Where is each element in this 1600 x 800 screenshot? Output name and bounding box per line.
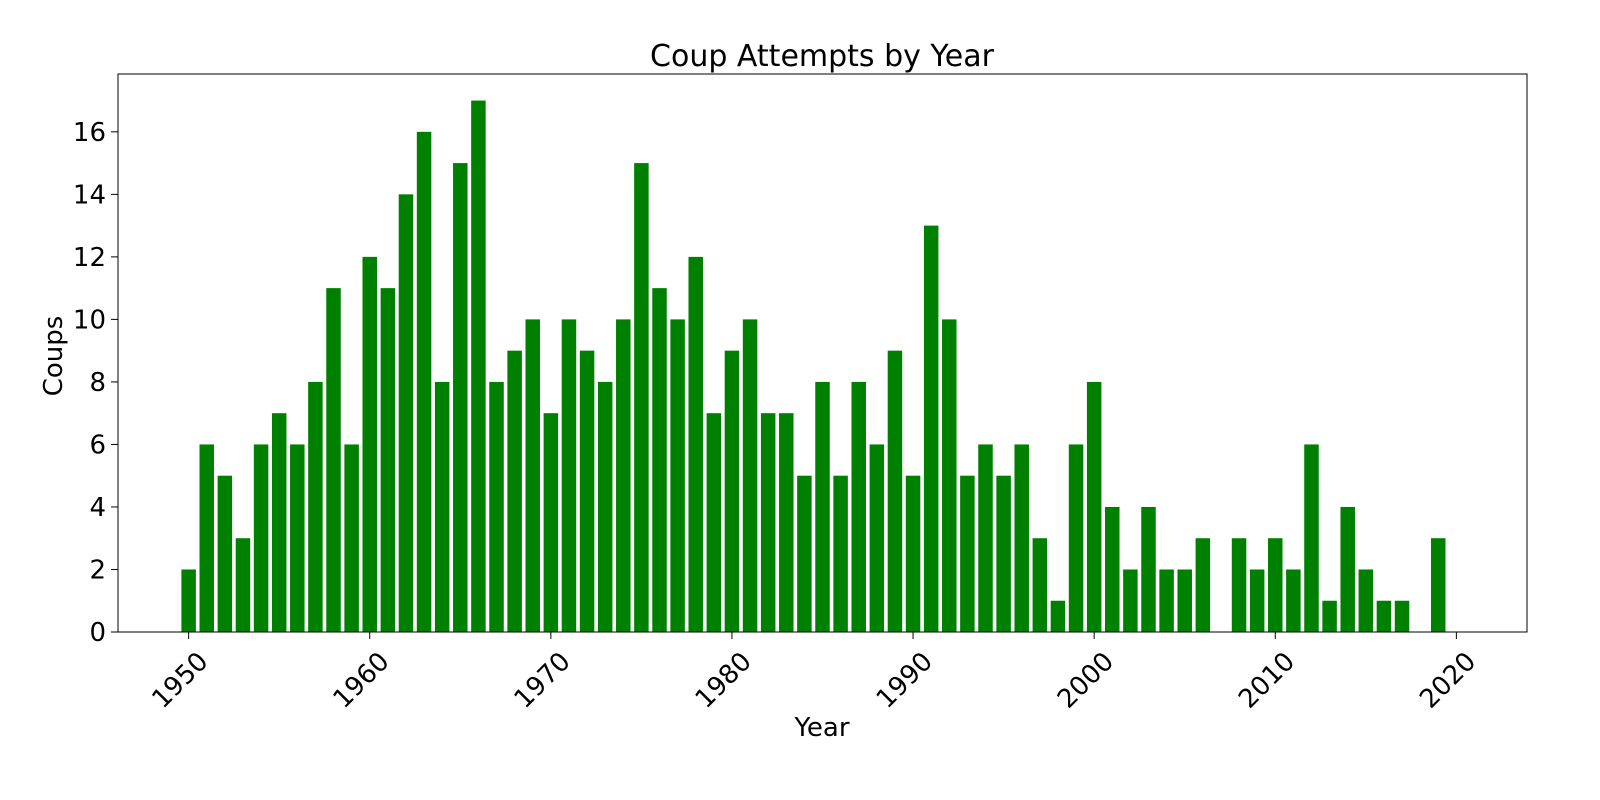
y-tick-label: 2 (89, 555, 106, 585)
bar-1988 (869, 444, 885, 632)
x-tick-label: 1980 (690, 647, 758, 715)
bar-1968 (507, 350, 522, 632)
bar-1976 (652, 288, 667, 632)
bar-2005 (1177, 569, 1192, 632)
x-axis: 1950 1960 1970 1980 1990 2000 2010 2020 (146, 632, 1482, 715)
bar-2011 (1286, 569, 1301, 632)
bar-1961 (380, 288, 396, 632)
y-tick-label: 16 (73, 118, 106, 148)
x-tick-label: 2010 (1233, 647, 1301, 715)
y-tick-label: 14 (73, 180, 106, 210)
bar-2009 (1249, 569, 1265, 632)
bar-1982 (760, 413, 776, 632)
bar-1953 (235, 538, 251, 632)
y-tick-label: 0 (89, 618, 106, 648)
bar-1984 (797, 475, 812, 632)
bar-2017 (1394, 600, 1410, 632)
bar-1956 (290, 444, 305, 632)
y-axis-label: Coups (39, 316, 69, 397)
y-tick-label: 6 (89, 430, 106, 460)
bar-1967 (489, 381, 504, 632)
bar-1980 (724, 350, 740, 632)
plot-area-frame (117, 73, 1528, 633)
bar-1964 (434, 381, 450, 632)
bar-1999 (1068, 444, 1084, 632)
bar-1966 (471, 100, 486, 632)
y-tick-label: 12 (73, 243, 106, 273)
bar-1985 (815, 381, 830, 632)
y-tick-label: 10 (73, 305, 106, 335)
bar-1995 (996, 475, 1011, 632)
bar-1983 (779, 413, 794, 632)
x-tick-label: 1950 (146, 647, 214, 715)
bar-2016 (1376, 600, 1392, 632)
y-axis: 0 2 4 6 8 10 12 14 16 (73, 118, 118, 648)
x-tick-label: 1970 (509, 647, 577, 715)
bar-2006 (1195, 538, 1211, 632)
bar-1992 (942, 319, 957, 632)
bar-1977 (670, 319, 685, 632)
bar-1955 (271, 413, 287, 632)
bar-1958 (326, 288, 341, 632)
bar-1970 (543, 413, 559, 632)
bar-1981 (742, 319, 758, 632)
bar-1954 (253, 444, 269, 632)
bar-2008 (1231, 538, 1247, 632)
bar-1969 (525, 319, 540, 632)
y-tick-label: 8 (89, 368, 106, 398)
bar-2001 (1105, 506, 1120, 632)
y-tick-label: 4 (89, 493, 106, 523)
bar-2010 (1268, 538, 1283, 632)
bar-1989 (887, 350, 903, 632)
x-axis-label: Year (793, 713, 849, 743)
bar-1975 (634, 163, 649, 632)
bar-1978 (688, 256, 703, 632)
bar-1957 (308, 381, 323, 632)
x-tick-label: 2000 (1052, 647, 1120, 715)
bar-1962 (398, 194, 414, 632)
bar-1973 (597, 381, 613, 632)
bar-2012 (1304, 444, 1319, 632)
x-tick-label: 1960 (328, 647, 396, 715)
bar-2013 (1322, 600, 1337, 632)
bar-1974 (616, 319, 631, 632)
bar-1993 (960, 475, 975, 632)
bar-1952 (217, 475, 233, 632)
bar-1963 (416, 131, 432, 632)
bar-2002 (1123, 569, 1138, 632)
bar-1996 (1014, 444, 1029, 632)
bar-2003 (1141, 506, 1156, 632)
bar-1997 (1032, 538, 1048, 632)
bar-1951 (199, 444, 214, 632)
x-tick-label: 2020 (1414, 647, 1482, 715)
bar-1972 (579, 350, 595, 632)
bar-2015 (1358, 569, 1374, 632)
bar-1979 (706, 413, 722, 632)
bar-1971 (561, 319, 577, 632)
bar-1987 (851, 381, 866, 632)
bars-group (181, 100, 1446, 633)
bar-2000 (1086, 381, 1102, 632)
bar-1959 (344, 444, 359, 632)
bar-1998 (1050, 600, 1066, 632)
bar-2014 (1340, 506, 1355, 632)
bar-1994 (978, 444, 993, 632)
bar-1990 (905, 475, 921, 632)
chart-title: Coup Attempts by Year (650, 39, 995, 74)
x-tick-label: 1990 (871, 647, 939, 715)
bar-1965 (453, 163, 468, 632)
bar-1950 (181, 569, 196, 632)
bar-2004 (1159, 569, 1174, 632)
bar-2019 (1431, 538, 1446, 632)
bar-1991 (923, 225, 939, 633)
bar-1960 (362, 256, 377, 632)
bar-1986 (833, 475, 848, 632)
